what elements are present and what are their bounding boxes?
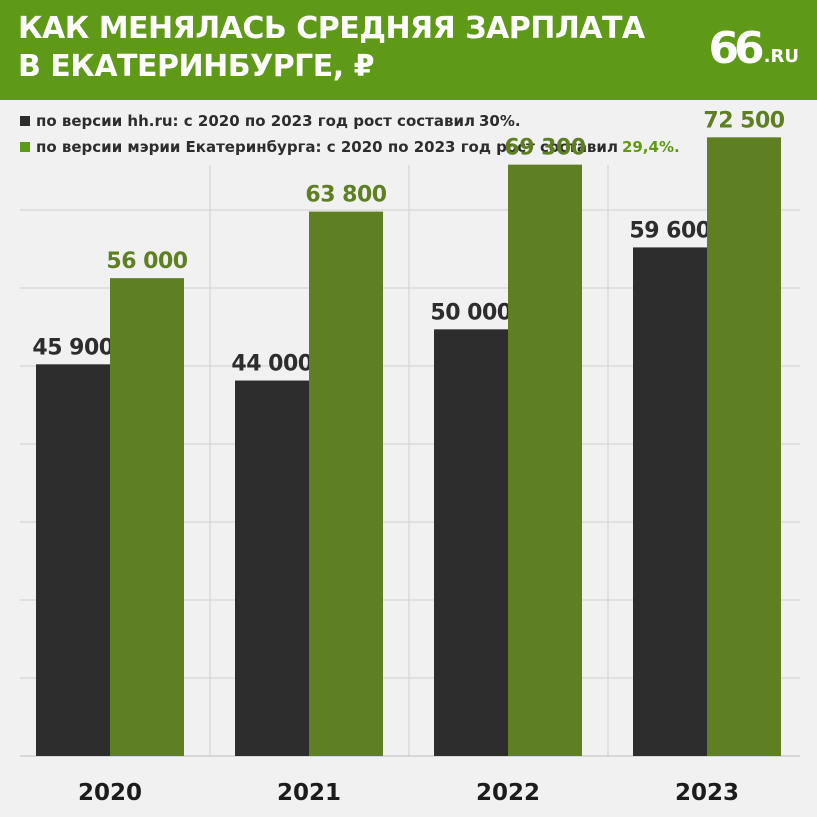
legend-swatch-green [20,142,30,152]
data-label: 45 900 [32,335,113,360]
x-tick-label: 2020 [78,780,142,806]
x-tick-label: 2022 [476,780,540,806]
page-title: КАК МЕНЯЛАСЬ СРЕДНЯЯ ЗАРПЛАТА В ЕКАТЕРИН… [18,10,645,86]
logo-number: 66 [708,23,764,74]
legend-text: по версии hh.ru: с 2020 по 2023 год рост… [36,112,475,130]
bar-mayor-2021 [309,211,383,756]
chart-legend: по версии hh.ru: с 2020 по 2023 год рост… [20,108,680,160]
bar-mayor-2022 [508,164,582,756]
data-label: 56 000 [106,249,187,274]
data-label: 69 300 [504,136,585,161]
title-line-2: В ЕКАТЕРИНБУРГЕ, ₽ [18,49,375,84]
data-label: 59 600 [629,218,710,243]
bar-mayor-2020 [110,278,184,756]
bar-hh-2022 [434,329,508,756]
legend-swatch-dark [20,116,30,126]
legend-item-hh: по версии hh.ru: с 2020 по 2023 год рост… [20,108,680,134]
bar-hh-2023 [633,247,707,756]
x-tick-label: 2021 [277,780,341,806]
bar-hh-2021 [235,380,309,756]
legend-highlight: 29,4%. [621,138,680,156]
header-banner: КАК МЕНЯЛАСЬ СРЕДНЯЯ ЗАРПЛАТА В ЕКАТЕРИН… [0,0,817,100]
bar-hh-2020 [36,364,110,756]
data-label: 63 800 [305,183,386,208]
title-line-1: КАК МЕНЯЛАСЬ СРЕДНЯЯ ЗАРПЛАТА [18,11,645,46]
legend-text: по версии мэрии Екатеринбурга: с 2020 по… [36,138,618,156]
x-tick-label: 2023 [675,780,739,806]
data-label: 50 000 [430,300,511,325]
bar-mayor-2023 [707,137,781,757]
legend-highlight: 30%. [478,112,521,130]
brand-logo: 66 .RU [708,26,799,72]
legend-item-mayor: по версии мэрии Екатеринбурга: с 2020 по… [20,134,680,160]
logo-suffix: .RU [763,46,799,67]
data-label: 44 000 [231,352,312,377]
data-label: 72 500 [703,108,784,133]
